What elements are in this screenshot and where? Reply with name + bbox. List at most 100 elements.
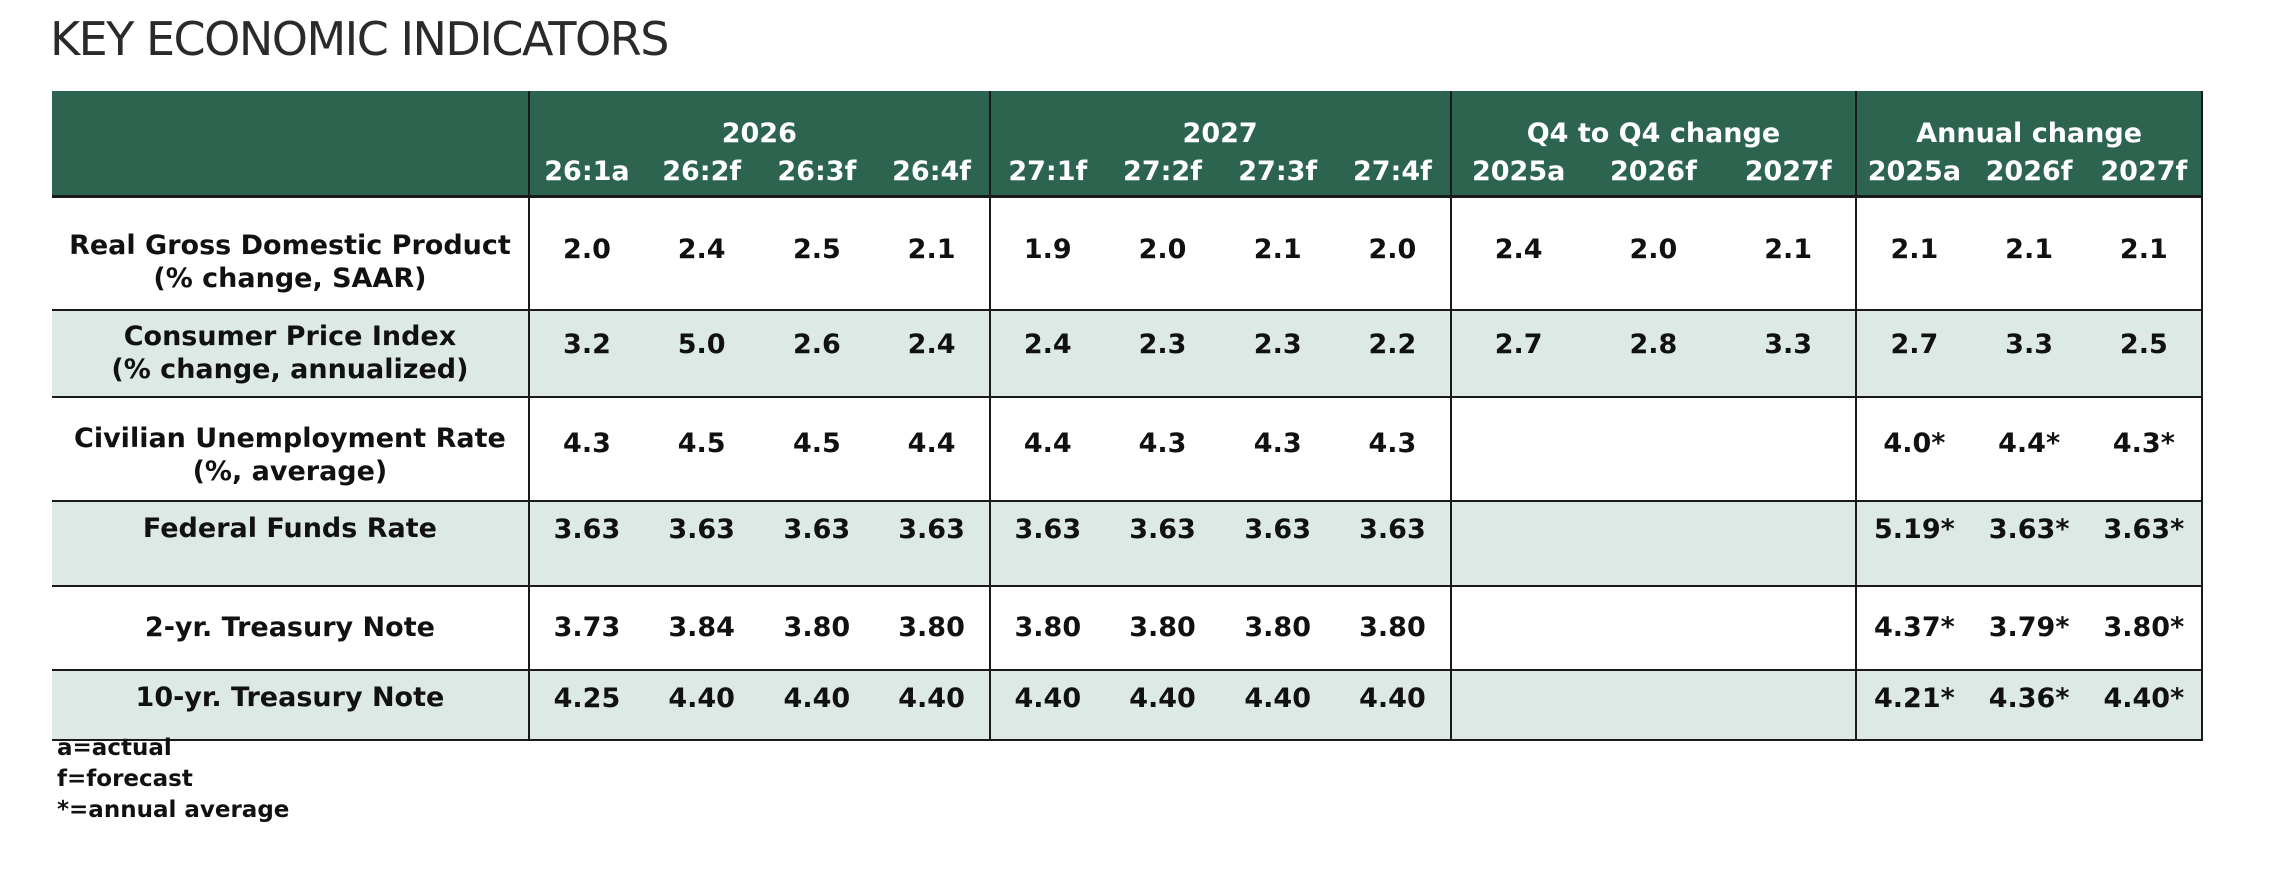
table-cell: 2.1 bbox=[874, 195, 990, 310]
indicators-table: 2026 2027 Q4 to Q4 change Annual change … bbox=[52, 91, 2204, 741]
row-label-main: Consumer Price Index bbox=[123, 321, 457, 352]
table-cell: 4.40 bbox=[759, 668, 875, 741]
table-cell: 4.21* bbox=[1855, 668, 1972, 741]
table-cell: 3.63* bbox=[2086, 499, 2204, 586]
table-cell: 2.4 bbox=[1449, 195, 1586, 310]
table-row: 10-yr. Treasury Note 4.25 4.40 4.40 4.40 4.40… bbox=[52, 668, 2204, 741]
column-header: 27:3f bbox=[1220, 151, 1336, 197]
table-cell: 4.3 bbox=[1104, 395, 1221, 501]
table-cell: 4.4 bbox=[874, 395, 990, 501]
table-cell: 4.37* bbox=[1855, 584, 1972, 670]
table-cell: 3.63 bbox=[1104, 499, 1221, 586]
table-cell: 3.63 bbox=[1335, 499, 1451, 586]
table-cell: 4.3 bbox=[1220, 395, 1336, 501]
table-cell: 3.3 bbox=[1721, 308, 1857, 397]
table-cell: 4.5 bbox=[644, 395, 760, 501]
row-label-unit: (% change, annualized) bbox=[111, 354, 469, 385]
table-cell: 5.0 bbox=[644, 308, 760, 397]
table-cell: 4.40 bbox=[988, 668, 1105, 741]
row-label-main: Real Gross Domestic Product bbox=[69, 230, 511, 262]
table-cell bbox=[1585, 395, 1722, 501]
column-header: 2027f bbox=[2086, 151, 2204, 197]
table-cell: 4.40 bbox=[1335, 668, 1451, 741]
table-cell: 4.4* bbox=[1971, 395, 2087, 501]
table-cell: 2.1 bbox=[1855, 195, 1972, 310]
column-header: 2026f bbox=[1971, 151, 2087, 197]
group-header-q4-to-q4-change: Q4 to Q4 change bbox=[1449, 91, 1857, 151]
header-corner-sub bbox=[52, 151, 529, 197]
column-header: 27:1f bbox=[988, 151, 1105, 197]
table-cell: 2.0 bbox=[1585, 195, 1722, 310]
column-header: 26:3f bbox=[759, 151, 875, 197]
group-header-annual-change: Annual change bbox=[1855, 91, 2203, 151]
table-cell: 2.0 bbox=[1104, 195, 1221, 310]
group-header-2026: 2026 bbox=[527, 91, 990, 151]
table-cell: 3.3 bbox=[1971, 308, 2087, 397]
table-cell: 4.40 bbox=[874, 668, 990, 741]
table-cell bbox=[1721, 395, 1857, 501]
row-label: Consumer Price Index (% change, annualize… bbox=[52, 308, 529, 397]
table-cell: 3.73 bbox=[527, 584, 645, 670]
table-cell: 4.25 bbox=[527, 668, 645, 741]
table-cell: 3.80 bbox=[1220, 584, 1336, 670]
table-cell bbox=[1585, 584, 1722, 670]
table-cell bbox=[1449, 584, 1586, 670]
row-label-unit: (%, average) bbox=[192, 455, 388, 487]
column-header: 27:2f bbox=[1104, 151, 1221, 197]
table-cell: 4.3 bbox=[527, 395, 645, 501]
table-cell: 2.1 bbox=[2086, 195, 2204, 310]
row-label-main: Civilian Unemployment Rate bbox=[74, 422, 506, 454]
table-cell bbox=[1449, 395, 1586, 501]
row-label-main: 10-yr. Treasury Note bbox=[135, 681, 445, 713]
table-cell: 2.4 bbox=[644, 195, 760, 310]
table-row: Federal Funds Rate 3.63 3.63 3.63 3.63 3.63 3.… bbox=[52, 499, 2204, 586]
table-cell: 3.84 bbox=[644, 584, 760, 670]
column-header-row: 26:1a 26:2f 26:3f 26:4f 27:1f 27:2f 27:3… bbox=[52, 151, 2204, 197]
header-corner bbox=[52, 91, 529, 151]
column-header: 27:4f bbox=[1335, 151, 1451, 197]
table-cell: 4.40 bbox=[1220, 668, 1336, 741]
table-cell: 3.63 bbox=[759, 499, 875, 586]
table-cell: 2.6 bbox=[759, 308, 875, 397]
table-row: Consumer Price Index (% change, annualize… bbox=[52, 308, 2204, 397]
column-header: 26:2f bbox=[644, 151, 760, 197]
table-cell: 2.4 bbox=[874, 308, 990, 397]
table-cell: 2.0 bbox=[527, 195, 645, 310]
column-header: 2026f bbox=[1585, 151, 1722, 197]
table-cell: 3.63 bbox=[527, 499, 645, 586]
table-cell: 2.3 bbox=[1220, 308, 1336, 397]
column-header: 2025a bbox=[1449, 151, 1586, 197]
table-cell: 2.0 bbox=[1335, 195, 1451, 310]
table-cell: 3.80* bbox=[2086, 584, 2204, 670]
table-cell: 2.5 bbox=[759, 195, 875, 310]
table-cell: 2.1 bbox=[1220, 195, 1336, 310]
table-cell: 2.1 bbox=[1971, 195, 2087, 310]
table-row: Real Gross Domestic Product (% change, SA… bbox=[52, 195, 2204, 310]
table-cell: 3.63 bbox=[874, 499, 990, 586]
table-cell bbox=[1449, 499, 1586, 586]
table-cell: 4.40 bbox=[1104, 668, 1221, 741]
table-cell: 3.63 bbox=[988, 499, 1105, 586]
table-cell bbox=[1721, 668, 1857, 741]
table-cell: 2.7 bbox=[1855, 308, 1972, 397]
table-cell: 4.3 bbox=[1335, 395, 1451, 501]
row-label: 2-yr. Treasury Note bbox=[52, 584, 529, 670]
table-cell: 2.3 bbox=[1104, 308, 1221, 397]
row-label: Civilian Unemployment Rate (%, average) bbox=[52, 395, 529, 501]
table-cell: 3.80 bbox=[759, 584, 875, 670]
row-label-main: 2-yr. Treasury Note bbox=[144, 612, 435, 643]
row-label: Federal Funds Rate bbox=[52, 499, 529, 586]
table-cell: 4.4 bbox=[988, 395, 1105, 501]
table-cell: 2.4 bbox=[988, 308, 1105, 397]
table-cell bbox=[1721, 584, 1857, 670]
table-cell: 4.40 bbox=[644, 668, 760, 741]
table-cell: 2.7 bbox=[1449, 308, 1586, 397]
table-cell bbox=[1449, 668, 1586, 741]
footnote-annual-average: *=annual average bbox=[57, 797, 290, 823]
table-cell: 5.19* bbox=[1855, 499, 1972, 586]
footnotes: a=actual f=forecast *=annual average bbox=[57, 733, 289, 826]
column-header: 26:4f bbox=[874, 151, 990, 197]
table-cell: 3.80 bbox=[1335, 584, 1451, 670]
table-cell: 4.36* bbox=[1971, 668, 2087, 741]
table-row: 2-yr. Treasury Note 3.73 3.84 3.80 3.80 3.80 3… bbox=[52, 584, 2204, 670]
